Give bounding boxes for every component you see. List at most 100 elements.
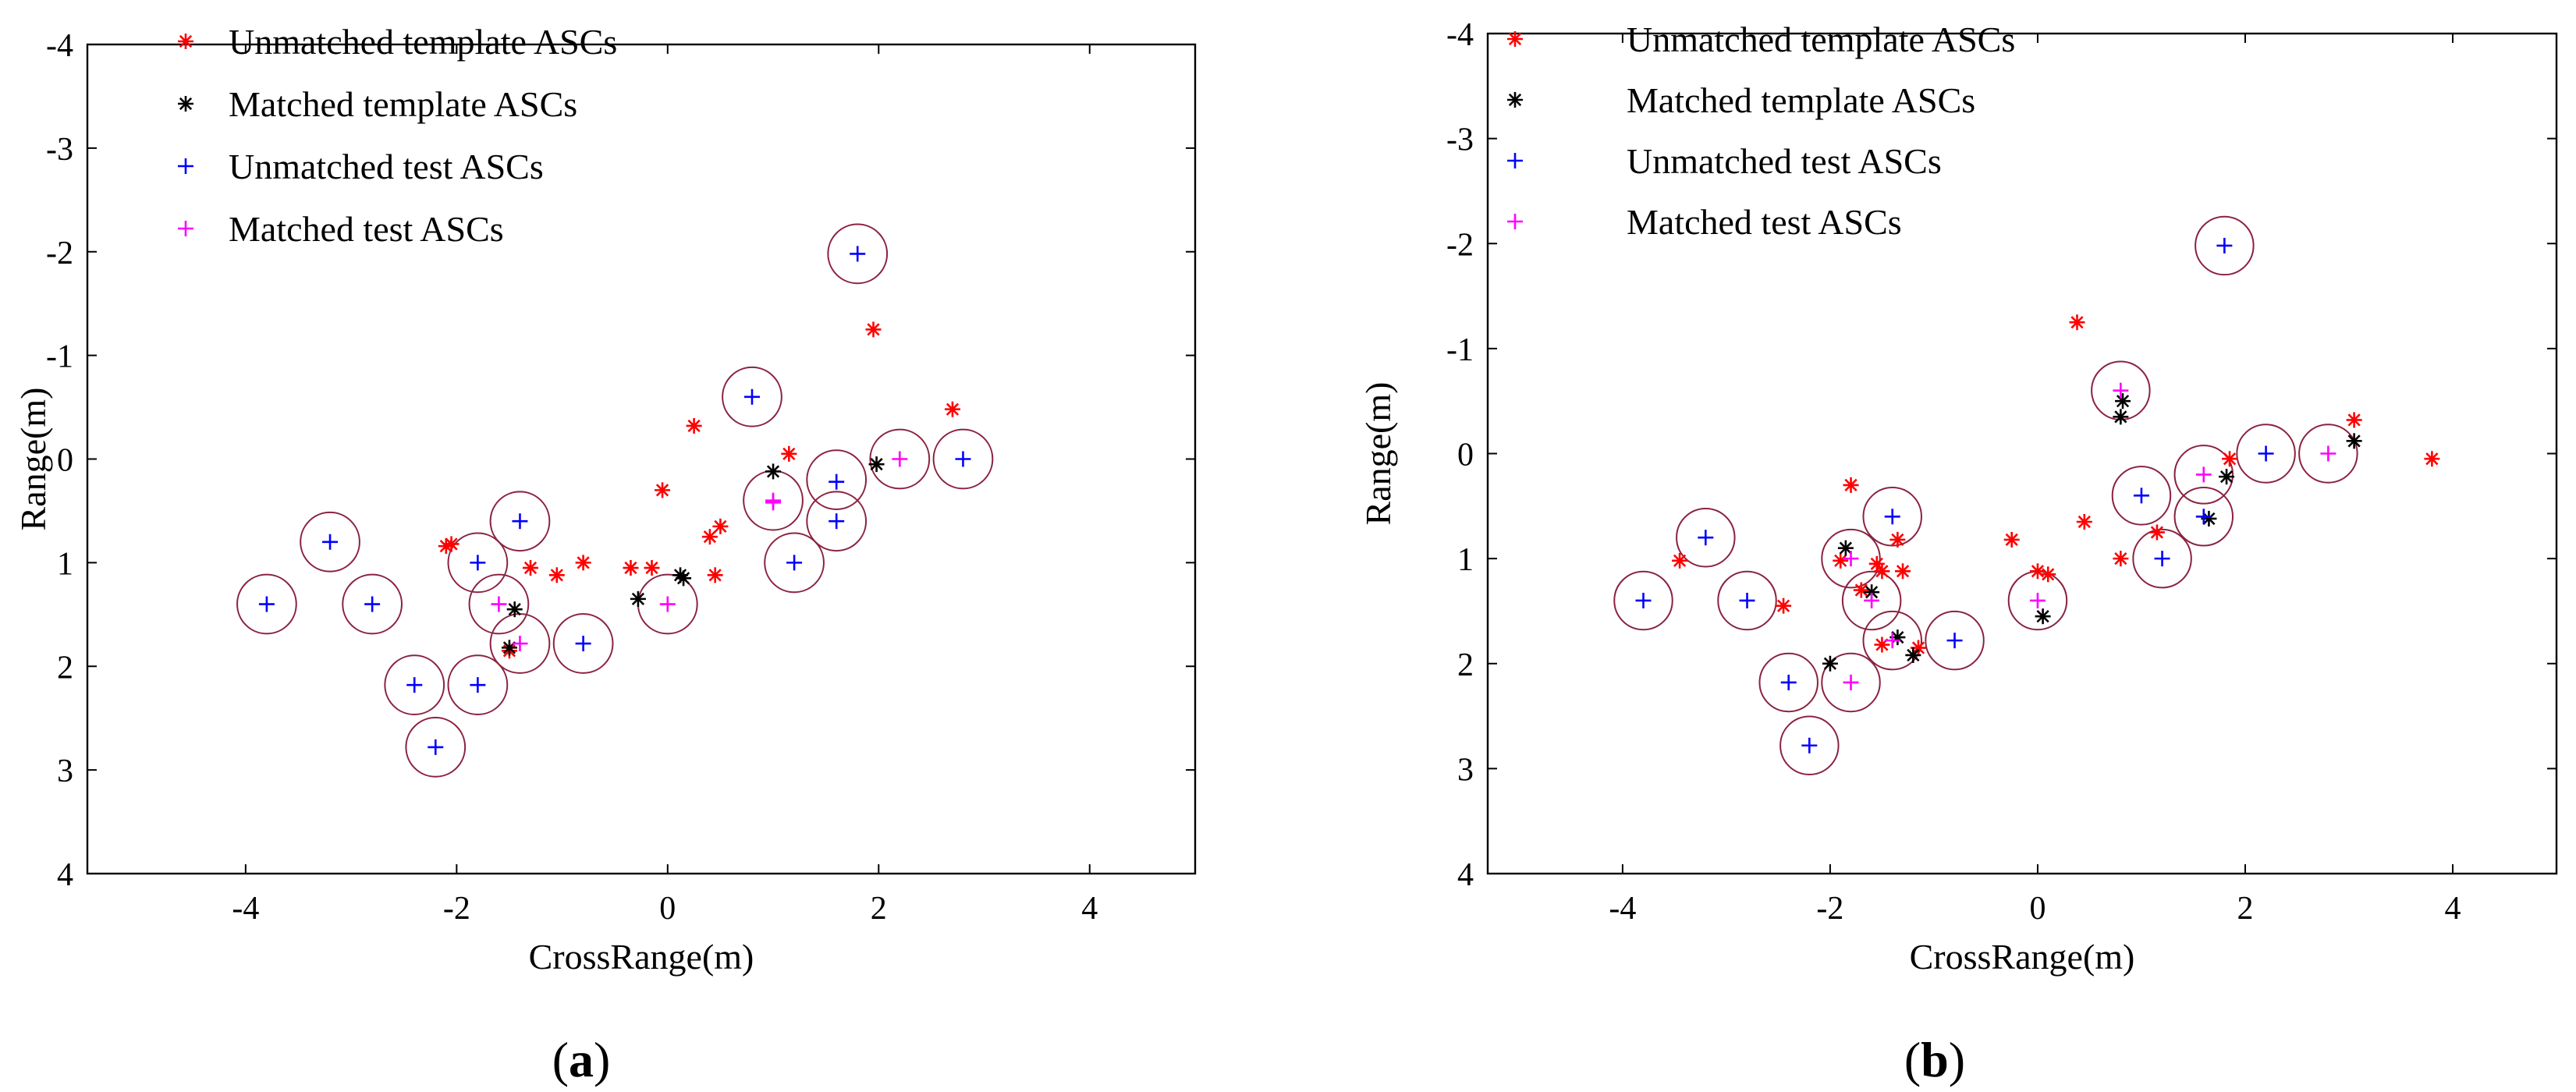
match-circle	[1717, 570, 1777, 631]
data-point-plus	[512, 636, 528, 652]
data-point-plus	[1780, 674, 1797, 690]
data-point-asterisk	[676, 570, 692, 587]
x-tick-label: -4	[232, 891, 259, 927]
match-circle	[2195, 215, 2255, 276]
y-tick-label: 1	[1457, 542, 1474, 578]
data-point-asterisk	[2069, 314, 2085, 331]
y-tick-label: 3	[1457, 752, 1474, 788]
data-point-asterisk	[1905, 647, 1921, 663]
data-point-plus	[1864, 592, 1880, 608]
legend-marker	[178, 34, 193, 49]
data-point-plus	[575, 636, 591, 652]
legend-label: Unmatched test ASCs	[1627, 141, 1942, 181]
y-tick-label: 4	[1457, 857, 1474, 893]
data-point-plus	[2133, 488, 2149, 504]
match-circle	[342, 573, 403, 635]
legend-marker	[178, 158, 193, 174]
y-axis-title: Range(m)	[13, 388, 53, 531]
match-circle	[1841, 570, 1902, 631]
series-4	[491, 451, 908, 652]
data-point-asterisk	[548, 567, 565, 583]
match-circle	[489, 491, 551, 552]
x-axis-title: CrossRange(m)	[1910, 937, 2135, 977]
x-tick-label: 0	[2029, 891, 2046, 927]
data-point-asterisk	[2076, 514, 2092, 530]
legend-label: Unmatched template ASCs	[1627, 20, 2015, 59]
data-point-plus	[2195, 509, 2212, 525]
match-circle	[236, 573, 297, 635]
y-tick-label: 1	[57, 546, 73, 582]
match-circle	[384, 654, 445, 716]
match-circle	[2132, 528, 2192, 589]
match-circle	[1862, 610, 1922, 671]
data-point-asterisk	[523, 560, 538, 576]
series-2	[501, 456, 885, 656]
data-point-asterisk	[2346, 412, 2362, 428]
data-point-plus	[2195, 466, 2212, 483]
data-point-asterisk	[2029, 563, 2046, 580]
data-point-plus	[1698, 530, 1714, 546]
x-tick-label: 2	[871, 891, 887, 927]
match-circle	[1758, 652, 1818, 713]
data-point-asterisk	[630, 590, 646, 607]
x-tick-label: -2	[1816, 891, 1843, 927]
y-tick-label: -2	[46, 236, 73, 271]
data-point-asterisk	[2346, 433, 2362, 449]
match-circle	[552, 613, 614, 674]
data-point-asterisk	[644, 560, 660, 576]
data-point-plus	[829, 513, 845, 530]
data-point-asterisk	[1910, 640, 1926, 656]
data-point-asterisk	[575, 555, 591, 571]
y-axis-title: Range(m)	[1358, 382, 1398, 526]
plot-frame	[86, 43, 1197, 875]
data-point-plus	[2258, 445, 2274, 462]
y-tick-label: 2	[57, 650, 73, 686]
data-point-asterisk	[501, 640, 517, 656]
y-tick-label: -4	[46, 28, 73, 64]
data-point-plus	[1946, 633, 1963, 649]
y-tick-label: 3	[57, 753, 73, 789]
series-3	[1635, 237, 2274, 753]
legend-label: Matched template ASCs	[229, 84, 577, 124]
data-point-asterisk	[1895, 563, 1911, 580]
data-point-asterisk	[1853, 582, 1869, 598]
data-point-asterisk	[438, 538, 454, 555]
legend-label: Unmatched test ASCs	[229, 147, 544, 186]
match-circle	[447, 654, 509, 716]
legend-marker	[1507, 214, 1523, 229]
chart-panel-a: -4 -2 0 2 4 -4 -3 -2 -1 0 1 2 3 4 CrossRange(m) Range(m…	[13, 22, 1197, 1087]
y-tick-label: -4	[1446, 17, 1474, 53]
legend-label: Unmatched template ASCs	[229, 22, 617, 62]
x-tick-label: 4	[2444, 891, 2461, 927]
data-point-plus	[2154, 551, 2170, 567]
legend: Unmatched template ASCs Matched template …	[178, 22, 617, 249]
legend-label: Matched test ASCs	[1627, 202, 1902, 242]
match-circle	[1676, 507, 1736, 568]
data-point-plus	[2113, 382, 2129, 399]
data-point-plus	[428, 739, 444, 755]
data-point-plus	[406, 677, 423, 693]
data-point-asterisk	[865, 321, 882, 338]
match-circle	[1779, 715, 1840, 776]
match-circle	[806, 491, 868, 552]
series-1	[1672, 314, 2440, 656]
data-point-plus	[470, 555, 486, 571]
data-point-plus	[2320, 445, 2336, 462]
data-point-asterisk	[868, 456, 885, 473]
panel-label: (b)	[1904, 1032, 1965, 1087]
data-point-asterisk	[1776, 597, 1792, 614]
data-point-asterisk	[765, 463, 782, 480]
legend-marker	[178, 96, 193, 112]
data-point-asterisk	[1822, 655, 1838, 672]
data-point-asterisk	[2113, 409, 2129, 425]
data-point-asterisk	[686, 417, 702, 434]
match-circle	[447, 532, 509, 594]
y-tick-label: 0	[1457, 438, 1474, 473]
y-tick-label: 4	[57, 857, 73, 893]
data-point-plus	[955, 451, 971, 467]
data-point-plus	[2029, 592, 2046, 608]
match-circle	[1613, 570, 1673, 631]
y-tick-label: -2	[1446, 227, 1474, 263]
data-point-asterisk	[2040, 566, 2056, 583]
